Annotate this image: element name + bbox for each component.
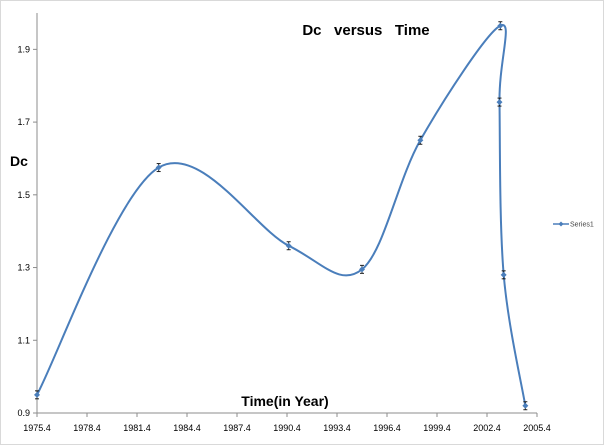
y-tick-label: 1.9 <box>17 44 30 54</box>
y-axis-ticks: 0.9 1.1 1.3 1.5 1.7 1.9 <box>17 44 37 418</box>
x-tick-label: 1990.4 <box>273 423 301 433</box>
x-tick-label: 1981.4 <box>123 423 151 433</box>
data-point <box>359 264 365 274</box>
data-point <box>34 390 40 400</box>
x-tick-label: 1975.4 <box>23 423 51 433</box>
x-tick-label: 1993.4 <box>323 423 351 433</box>
x-tick-label: 1999.4 <box>423 423 451 433</box>
x-tick-label: 1987.4 <box>223 423 251 433</box>
y-tick-label: 0.9 <box>17 408 30 418</box>
data-point <box>155 163 162 173</box>
legend-series-marker <box>558 221 564 227</box>
data-point <box>522 401 529 411</box>
y-tick-label: 1.3 <box>17 263 30 273</box>
data-point <box>417 135 424 145</box>
y-axis-title: Dc <box>10 153 28 169</box>
x-axis-ticks: 1975.4 1978.4 1981.4 1984.4 1987.4 1990.4 1993… <box>23 413 551 433</box>
data-point <box>497 21 504 31</box>
x-tick-label: 2002.4 <box>473 423 501 433</box>
x-tick-label: 2005.4 <box>523 423 551 433</box>
series-layer <box>34 21 529 411</box>
data-point <box>285 241 292 251</box>
data-point <box>500 270 507 280</box>
legend-series-label: Series1 <box>570 222 594 229</box>
series-line <box>36 24 527 406</box>
legend: Series1 <box>553 221 594 229</box>
chart-title: Dc versus Time <box>302 22 429 39</box>
x-axis-title: Time(in Year) <box>241 393 328 409</box>
y-tick-label: 1.1 <box>17 335 30 345</box>
x-tick-label: 1978.4 <box>73 423 101 433</box>
y-tick-label: 1.5 <box>17 190 30 200</box>
y-tick-label: 1.7 <box>17 117 30 127</box>
x-tick-label: 1996.4 <box>373 423 401 433</box>
data-point <box>496 97 503 107</box>
x-tick-label: 1984.4 <box>173 423 201 433</box>
